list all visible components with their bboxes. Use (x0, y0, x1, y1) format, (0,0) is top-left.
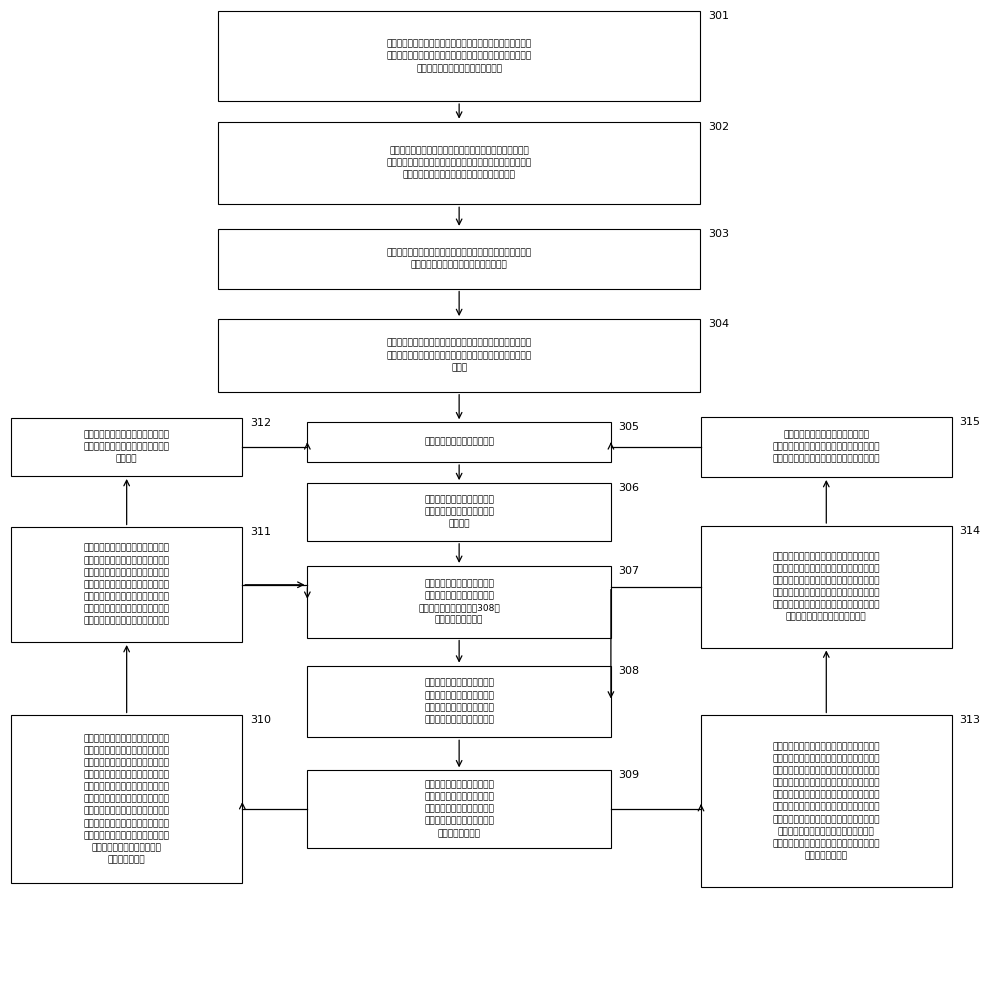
Text: 当产生退出节点时，将退出节点对应
的参数在参数集合的补集作为发送集
合，将退出节点对应的参数作为接收
集合；根据发送集合的参数和、接收
集合的参数和、第一素数和: 当产生退出节点时，将退出节点对应 的参数在参数集合的补集作为发送集 合，将退出节… (84, 734, 170, 864)
Bar (308, 422, 610, 462)
Text: 获取发送节点分配的参数子集: 获取发送节点分配的参数子集 (425, 438, 494, 447)
Text: 分配参数子集给各接收节点，参数子集与各接收节点对应的参
数在参数集合中互为补集，参数集合由各接收节点对应的参数
及公共参数组成，且各参数均不相等: 分配参数子集给各接收节点，参数子集与各接收节点对应的参 数在参数集合中互为补集，… (386, 40, 532, 73)
Bar (308, 770, 610, 848)
Text: 根据接收集合的参数和、中间
变量、第一素数和第一素数的
本原元计算得到解密密钥，基
于解密密钥对密文数据进行解
密，得到明文数据: 根据接收集合的参数和、中间 变量、第一素数和第一素数的 本原元计算得到解密密钥，… (425, 780, 494, 838)
Bar (701, 417, 952, 477)
Bar (218, 122, 700, 204)
Text: 301: 301 (708, 11, 728, 21)
Bar (701, 715, 952, 887)
Bar (308, 666, 610, 737)
Text: 当接收到各接收节点发送的第一响应
时，将退出节点对应的参数从参数集
合中删除: 当接收到各接收节点发送的第一响应 时，将退出节点对应的参数从参数集 合中删除 (84, 430, 170, 464)
Text: 308: 308 (618, 666, 640, 676)
Text: 当产生新增节点时，分配第一参数给新增节点
，第一参数节点不同于参数集合中的任一参数
，将公共参数在参数集合的补集作为发送集合
，将公共参数作为接收集合；根据发送: 当产生新增节点时，分配第一参数给新增节点 ，第一参数节点不同于参数集合中的任一参… (773, 742, 880, 860)
Text: 接收密文数据、中间变量、目
标接收节点的列表、第一素数
和本原元: 接收密文数据、中间变量、目 标接收节点的列表、第一素数 和本原元 (425, 495, 494, 529)
Text: 根据目标接收节点的列表和参
数子集得到接收集合，并保存
接收集合的参数和、中间变量
第一素数和第一素数的本原元: 根据目标接收节点的列表和参 数子集得到接收集合，并保存 接收集合的参数和、中间变… (425, 679, 494, 724)
Bar (11, 527, 242, 642)
Bar (218, 11, 700, 101)
Text: 302: 302 (708, 122, 728, 132)
Text: 310: 310 (250, 715, 271, 725)
Bar (218, 229, 700, 289)
Text: 307: 307 (618, 566, 640, 576)
Text: 304: 304 (708, 319, 728, 329)
Text: 根据发送集合的参数和、接收集合的参数和、第一素数和第一
素数的本原元，建立中间变量和加密密钥: 根据发送集合的参数和、接收集合的参数和、第一素数和第一 素数的本原元，建立中间变… (386, 248, 532, 269)
Text: 接收第二加密参数、中间变量、目标接收节点
的列表、第一素数和本原元，并计算得到第二
解密密钥，基于第二解密密钥对第二加密参数
进行解密，得到新增节点对应的参数；: 接收第二加密参数、中间变量、目标接收节点 的列表、第一素数和本原元，并计算得到第… (773, 552, 880, 622)
Bar (701, 526, 952, 648)
Text: 根据目标接收节点的列表，判
断各接收节点是否为目标接收
节点，若是，则执行步骤308，
否则，删除密文数据: 根据目标接收节点的列表，判 断各接收节点是否为目标接收 节点，若是，则执行步骤3… (418, 579, 500, 624)
Text: 311: 311 (250, 527, 271, 537)
Bar (308, 483, 610, 541)
Text: 312: 312 (250, 418, 271, 428)
Text: 当接收到各接收节点发送的第二响应
时，将参数集合作为参数子集分配给新增节点
，再将新增节点对应的参数加入到参数集合中: 当接收到各接收节点发送的第二响应 时，将参数集合作为参数子集分配给新增节点 ，再… (773, 430, 880, 464)
Text: 303: 303 (708, 229, 728, 239)
Bar (11, 715, 242, 883)
Text: 306: 306 (618, 483, 640, 493)
Text: 314: 314 (959, 526, 980, 536)
Text: 通过加密密钥对明文数据进行加密得到密文数据，发送密文数
据、中间变量、目标接收节点的列表、第一素数和本原元到公
共信道: 通过加密密钥对明文数据进行加密得到密文数据，发送密文数 据、中间变量、目标接收节… (386, 339, 532, 372)
Bar (218, 319, 700, 392)
Text: 接收第一加密参数、中间变量、目标
接收节点的列表、第一素数和本原元
，并计算得到第一解密密钥，基于解
密密钥对第一加密参数进行解密，得
到退出节点对应的参数；从: 接收第一加密参数、中间变量、目标 接收节点的列表、第一素数和本原元 ，并计算得到… (84, 544, 170, 626)
Text: 确定各接收节点中的目标接收节点，从参数集合中选取目标
接收节点对应的参数生成发送集合，根据发送集合得到接收集
合，接收集合和发送集合在参数集合中互为补集: 确定各接收节点中的目标接收节点，从参数集合中选取目标 接收节点对应的参数生成发送… (386, 146, 532, 180)
Bar (11, 418, 242, 476)
Text: 305: 305 (618, 422, 640, 432)
Bar (308, 566, 610, 638)
Text: 313: 313 (959, 715, 980, 725)
Text: 309: 309 (618, 770, 640, 780)
Text: 315: 315 (959, 417, 980, 427)
